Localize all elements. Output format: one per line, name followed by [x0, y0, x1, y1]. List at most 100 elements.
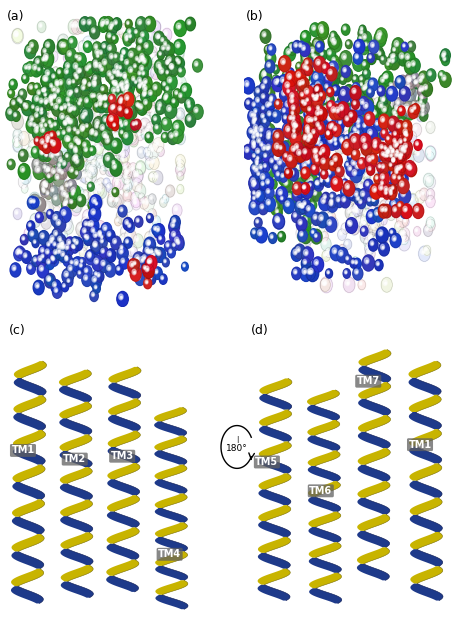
Circle shape: [304, 261, 306, 263]
Circle shape: [319, 129, 326, 138]
Circle shape: [179, 68, 182, 72]
Circle shape: [177, 44, 179, 46]
Circle shape: [288, 124, 292, 130]
Circle shape: [271, 198, 275, 204]
Circle shape: [95, 105, 98, 108]
Circle shape: [110, 79, 118, 87]
Circle shape: [66, 97, 70, 101]
Circle shape: [401, 154, 402, 155]
Circle shape: [379, 102, 383, 108]
Circle shape: [364, 36, 365, 38]
Circle shape: [296, 168, 297, 170]
Circle shape: [43, 119, 44, 121]
Circle shape: [411, 143, 419, 153]
Circle shape: [101, 240, 103, 242]
Circle shape: [85, 169, 96, 184]
Circle shape: [332, 96, 344, 112]
Circle shape: [81, 169, 92, 184]
Circle shape: [63, 100, 73, 113]
Circle shape: [397, 224, 399, 226]
Circle shape: [157, 34, 160, 39]
Circle shape: [146, 238, 154, 250]
Circle shape: [158, 108, 160, 110]
Circle shape: [372, 139, 379, 149]
Circle shape: [401, 126, 403, 128]
Circle shape: [377, 153, 379, 155]
Polygon shape: [109, 367, 141, 382]
Circle shape: [399, 204, 400, 206]
Circle shape: [363, 123, 366, 127]
Circle shape: [288, 70, 291, 74]
Circle shape: [171, 66, 173, 68]
Circle shape: [172, 238, 173, 239]
Circle shape: [393, 159, 394, 160]
Circle shape: [143, 122, 145, 124]
Polygon shape: [258, 537, 291, 553]
Circle shape: [273, 163, 282, 175]
Circle shape: [299, 89, 302, 94]
Circle shape: [40, 87, 47, 96]
Circle shape: [137, 174, 138, 176]
Polygon shape: [61, 548, 93, 565]
Circle shape: [357, 120, 359, 122]
Circle shape: [136, 31, 137, 32]
Circle shape: [303, 187, 304, 188]
Circle shape: [142, 58, 144, 60]
Circle shape: [56, 68, 64, 79]
Circle shape: [160, 53, 161, 55]
Circle shape: [84, 133, 92, 144]
Circle shape: [321, 166, 324, 170]
Circle shape: [146, 281, 147, 283]
Circle shape: [154, 224, 165, 238]
Circle shape: [13, 141, 22, 152]
Circle shape: [93, 283, 100, 294]
Circle shape: [89, 146, 96, 155]
Circle shape: [142, 98, 152, 110]
Circle shape: [100, 124, 104, 131]
Circle shape: [296, 153, 300, 158]
Circle shape: [60, 162, 64, 168]
Circle shape: [53, 168, 64, 183]
Circle shape: [251, 114, 261, 127]
Circle shape: [392, 157, 395, 161]
Circle shape: [390, 57, 394, 63]
Circle shape: [354, 172, 356, 174]
Circle shape: [133, 259, 142, 271]
Circle shape: [119, 67, 121, 68]
Circle shape: [112, 69, 116, 74]
Circle shape: [380, 150, 388, 161]
Circle shape: [118, 106, 121, 111]
Circle shape: [302, 169, 306, 174]
Circle shape: [259, 112, 268, 124]
Circle shape: [362, 255, 374, 271]
Circle shape: [399, 108, 402, 112]
Circle shape: [137, 219, 138, 221]
Circle shape: [347, 89, 349, 91]
Circle shape: [109, 115, 113, 121]
Circle shape: [411, 73, 419, 84]
Text: TM3: TM3: [110, 451, 134, 461]
Circle shape: [327, 77, 328, 79]
Circle shape: [365, 257, 369, 264]
Circle shape: [119, 249, 123, 254]
Circle shape: [316, 106, 319, 110]
Circle shape: [441, 49, 450, 61]
Circle shape: [421, 75, 423, 78]
Circle shape: [62, 119, 72, 131]
Circle shape: [73, 165, 76, 169]
Circle shape: [82, 87, 84, 89]
Circle shape: [393, 207, 397, 212]
Circle shape: [76, 146, 78, 149]
Circle shape: [264, 86, 275, 100]
Circle shape: [251, 178, 255, 184]
Circle shape: [128, 30, 130, 32]
Circle shape: [292, 112, 293, 113]
Circle shape: [40, 127, 45, 133]
Circle shape: [165, 60, 169, 65]
Circle shape: [269, 138, 271, 139]
Circle shape: [269, 46, 272, 50]
Circle shape: [31, 131, 35, 137]
Circle shape: [130, 247, 137, 256]
Circle shape: [292, 107, 294, 109]
Circle shape: [85, 162, 97, 178]
